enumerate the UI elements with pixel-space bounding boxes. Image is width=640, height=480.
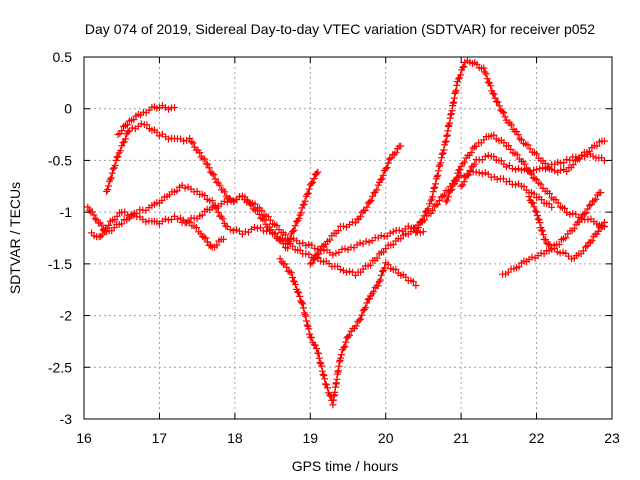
series-track-g xyxy=(284,168,322,247)
y-tick-label: -3 xyxy=(60,411,73,427)
series-markers xyxy=(442,131,608,231)
series-markers xyxy=(284,168,322,247)
x-tick-label: 23 xyxy=(604,430,620,446)
axes: 16 17 18 19 20 21 22 23 -3 -2.5 -2 -1.5 -1 -0.5 0 0.5 xyxy=(48,49,620,446)
x-tick-label: 21 xyxy=(453,430,469,446)
series-track-l xyxy=(457,150,608,190)
y-tick-label: -2 xyxy=(60,308,73,324)
y-tick-label: -0.5 xyxy=(48,152,72,168)
y-tick-label: 0 xyxy=(64,101,72,117)
series-track-b xyxy=(103,120,292,252)
plot-frame xyxy=(83,56,613,420)
series-markers xyxy=(178,192,427,259)
y-tick-label: 0.5 xyxy=(53,49,73,65)
y-axis-label: SDTVAR / TECUs xyxy=(7,182,23,294)
series-markers xyxy=(457,150,608,190)
series-markers xyxy=(499,189,605,278)
series-markers xyxy=(103,120,292,252)
series-track-m xyxy=(499,189,605,278)
x-tick-label: 16 xyxy=(76,430,92,446)
series-track-e xyxy=(178,192,427,259)
x-axis-label: GPS time / hours xyxy=(292,458,399,474)
series-markers xyxy=(114,102,178,139)
grid xyxy=(84,57,612,419)
series-markers xyxy=(412,57,608,237)
x-tick-label: 20 xyxy=(378,430,394,446)
x-tick-label: 22 xyxy=(529,430,545,446)
y-tick-label: -2.5 xyxy=(48,359,72,375)
series-track-k xyxy=(442,131,608,231)
x-tick-label: 19 xyxy=(302,430,318,446)
series-markers xyxy=(306,142,405,268)
series-track-j xyxy=(412,57,608,237)
chart-title: Day 074 of 2019, Sidereal Day-to-day VTE… xyxy=(85,21,595,37)
y-tick-label: -1.5 xyxy=(48,256,72,272)
x-tick-label: 18 xyxy=(227,430,243,446)
series-markers xyxy=(276,255,420,409)
series-track-h xyxy=(306,142,405,268)
series-track-n xyxy=(525,193,608,263)
x-tick-label: 17 xyxy=(152,430,168,446)
series-markers xyxy=(525,193,608,263)
series-track-a xyxy=(114,102,178,139)
data-points xyxy=(84,57,608,409)
series-track-f xyxy=(276,255,420,409)
y-tick-label: -1 xyxy=(60,204,73,220)
